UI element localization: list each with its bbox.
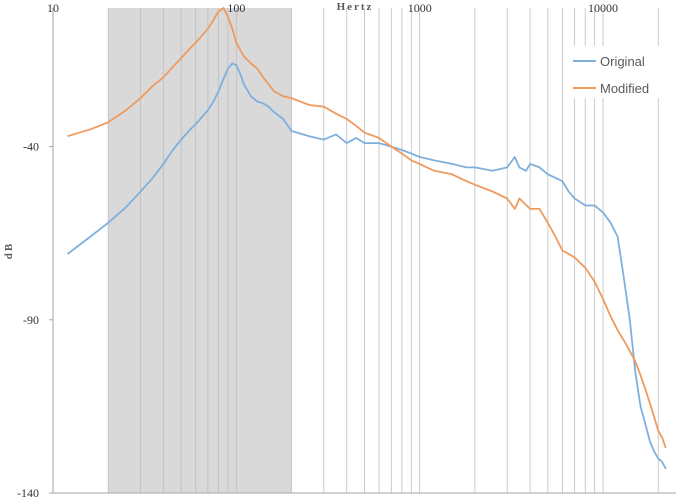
y-tick-label: -90 [23,313,39,327]
x-tick-label: 100 [227,1,245,15]
series-lines [66,7,667,470]
x-tick-label: 10 [47,1,59,15]
shaded-band [108,8,292,493]
tick-labels: 10 100 1000 10000 -40 -90 -140 [17,1,618,499]
y-tick-label: -40 [23,140,39,154]
x-tick-label: 10000 [588,1,618,15]
y-tick-label: -140 [17,486,39,499]
series-line-modified [67,7,667,449]
legend-label-original: Original [600,54,645,69]
legend-box [566,46,666,98]
shaded-band-layer [108,8,292,493]
x-axis-title: Hertz [337,1,374,13]
axes [49,8,676,494]
y-axis-title: dB [3,242,15,259]
vertical-gridlines [107,8,659,493]
legend: Original Modified [566,46,666,98]
x-tick-label: 1000 [408,1,432,15]
legend-label-modified: Modified [600,81,649,96]
